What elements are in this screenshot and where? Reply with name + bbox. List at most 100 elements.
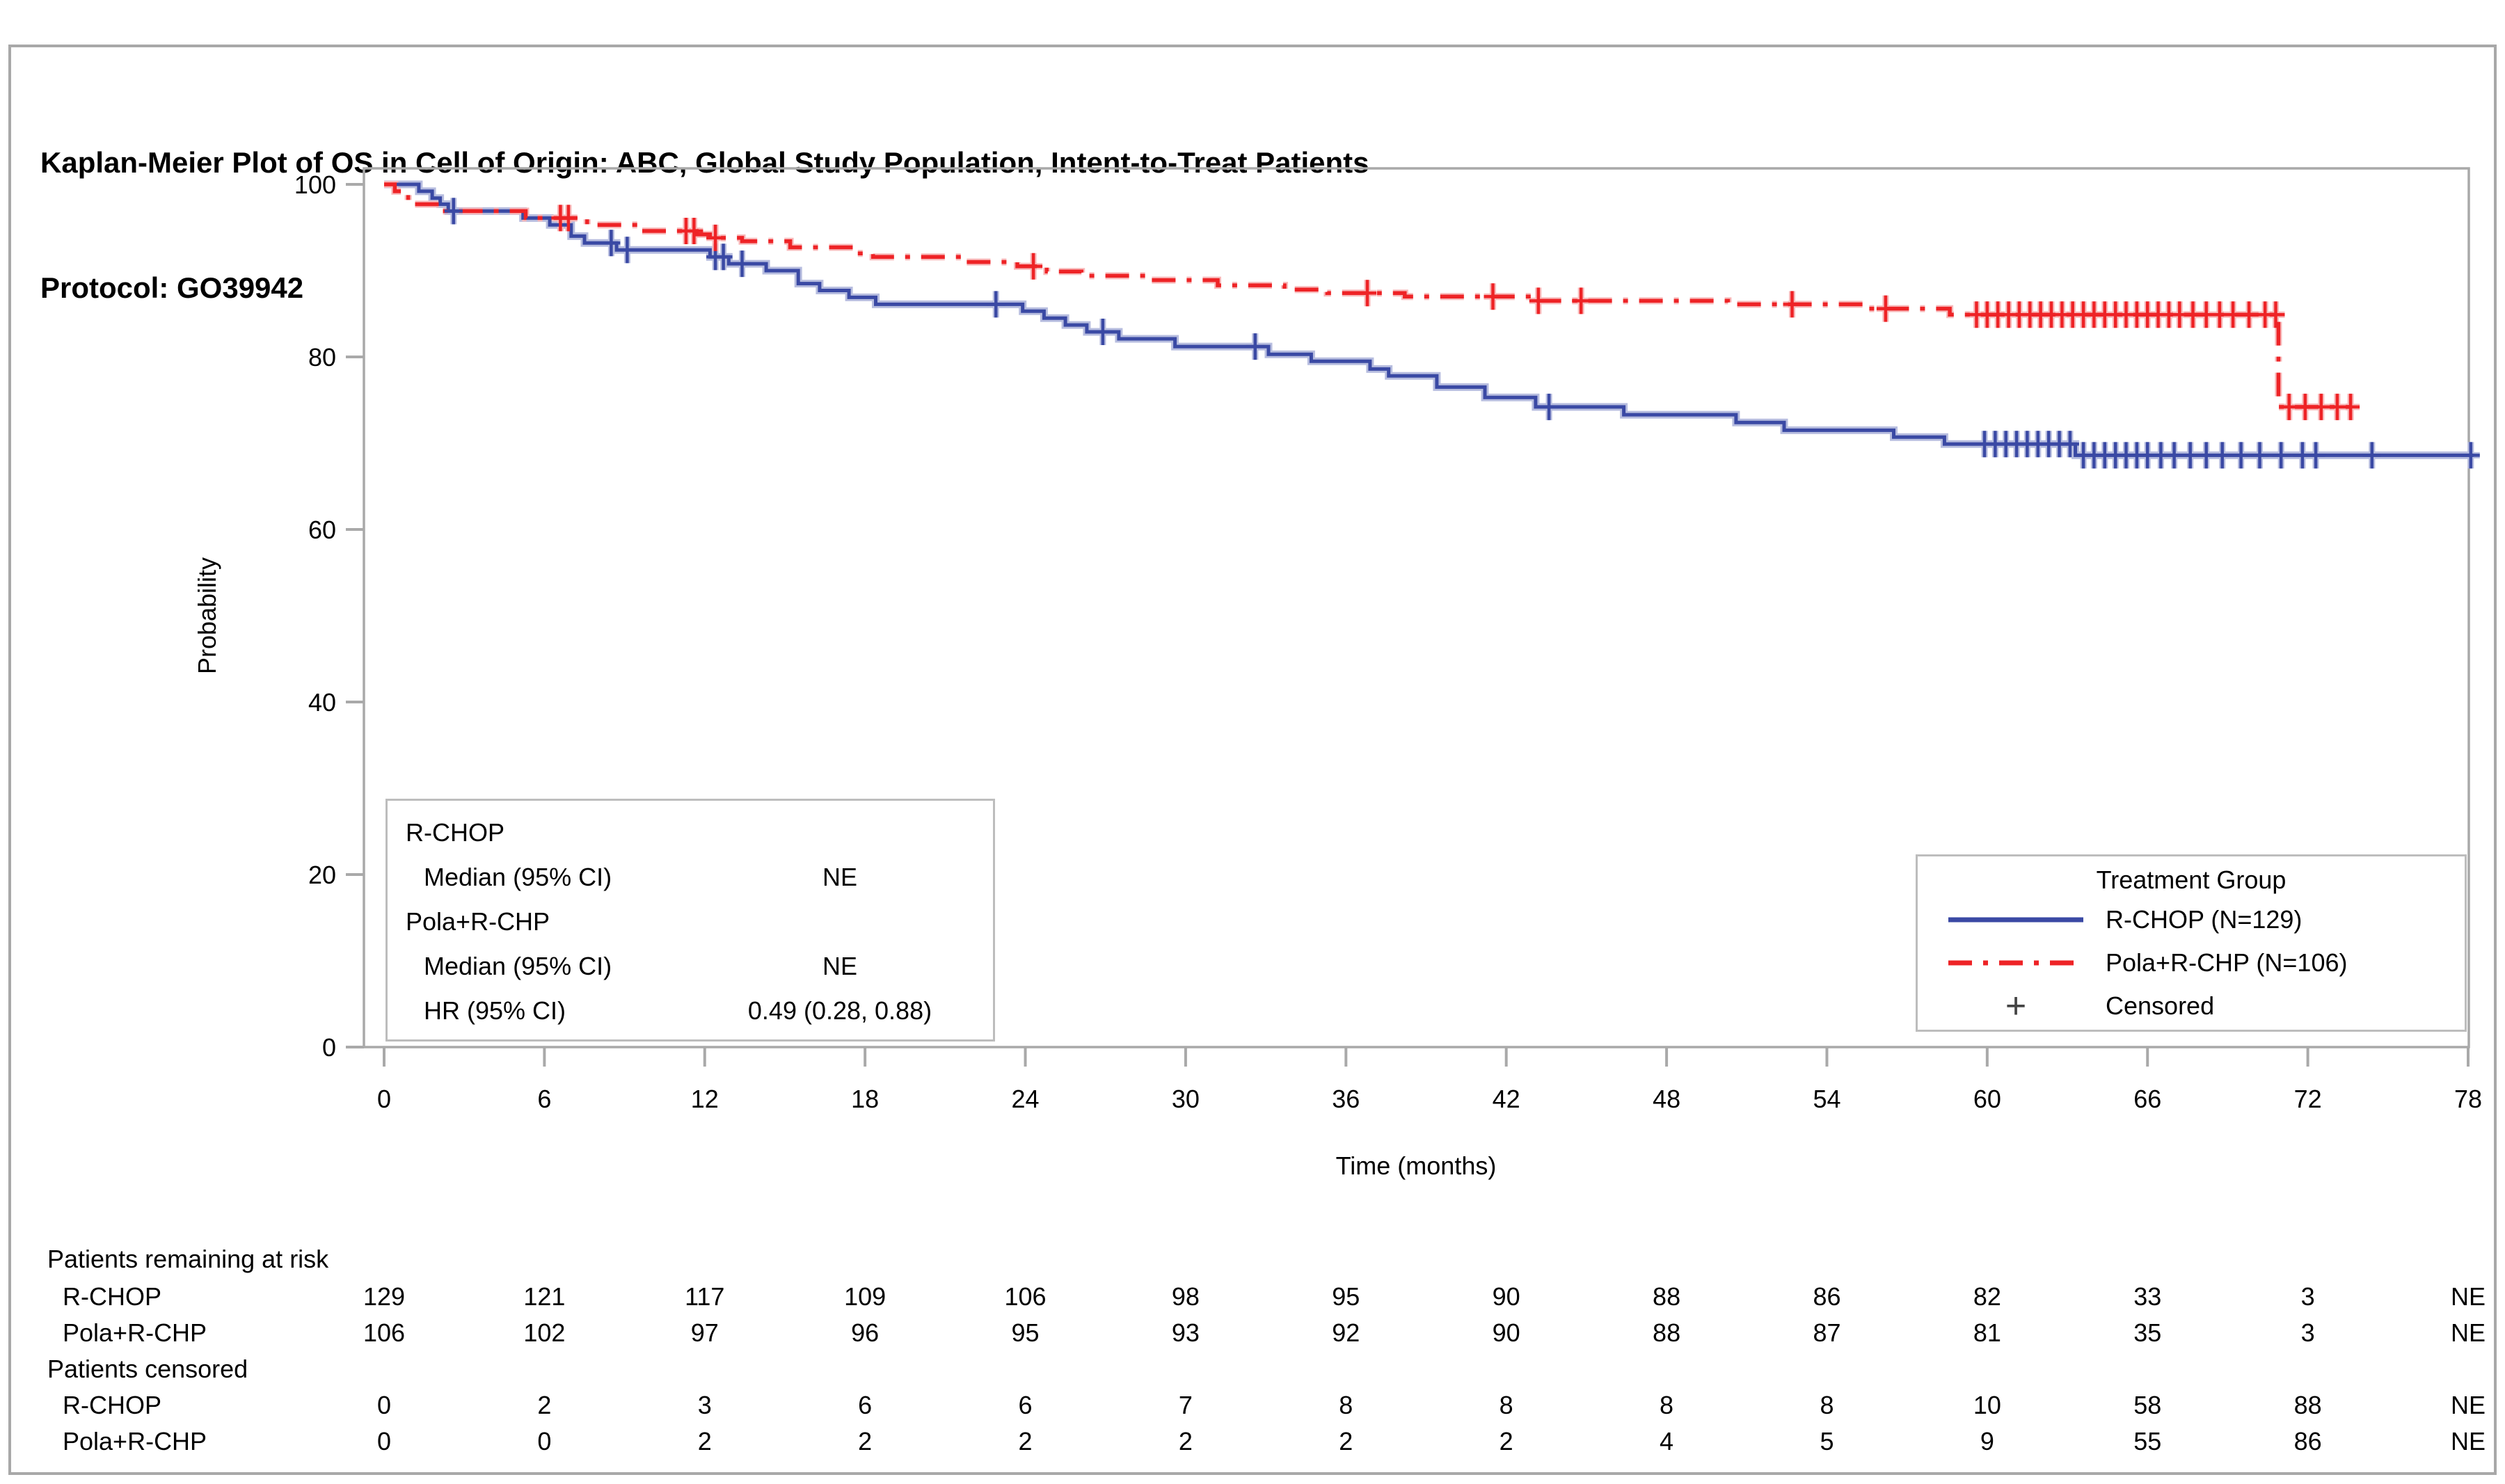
x-tick-label: 66 xyxy=(2133,1085,2161,1113)
risk-row-label-rchop-censored: R-CHOP xyxy=(63,1391,161,1419)
risk-value-pola-at-risk: 93 xyxy=(1172,1318,1200,1347)
x-tick-label: 48 xyxy=(1653,1085,1680,1113)
risk-value-rchop-at-risk: 121 xyxy=(523,1282,565,1311)
risk-value-rchop-at-risk: 109 xyxy=(844,1282,886,1311)
risk-value-rchop-censored: 6 xyxy=(858,1391,872,1419)
censored-plus-icon: + xyxy=(2005,986,2027,1026)
risk-value-pola-censored: 55 xyxy=(2133,1427,2161,1455)
legend: Treatment Group R-CHOP (N=129) Pola+R-CH… xyxy=(1916,854,2467,1032)
risk-table-section-at-risk: Patients remaining at risk xyxy=(47,1245,329,1273)
risk-row-label-rchop-at-risk: R-CHOP xyxy=(63,1282,161,1311)
x-axis-label: Time (months) xyxy=(1336,1151,1497,1180)
x-tick-label: 0 xyxy=(377,1085,391,1113)
statistics-box: R-CHOP Median (95% CI) NE Pola+R-CHP Med… xyxy=(385,799,995,1042)
risk-value-rchop-censored: 7 xyxy=(1179,1391,1193,1419)
rchop-censor-marks xyxy=(444,198,2480,469)
y-tick-label: 80 xyxy=(308,343,336,372)
risk-value-pola-censored: 0 xyxy=(377,1427,391,1455)
risk-value-pola-at-risk: 95 xyxy=(1012,1318,1040,1347)
risk-value-pola-censored: 2 xyxy=(858,1427,872,1455)
risk-row-label-pola-censored: Pola+R-CHP xyxy=(63,1427,207,1455)
stats-group2-label: Pola+R-CHP xyxy=(406,907,550,936)
legend-item-censored: + Censored xyxy=(1918,984,2465,1028)
risk-value-pola-censored: NE xyxy=(2451,1427,2486,1455)
risk-value-pola-censored: 5 xyxy=(1820,1427,1834,1455)
y-tick-label: 40 xyxy=(308,688,336,717)
y-tick-label: 20 xyxy=(308,861,336,889)
pola-line-sample-icon xyxy=(1943,956,2089,970)
title-line-1: Kaplan-Meier Plot of OS in Cell of Origi… xyxy=(40,146,1369,179)
y-tick-label: 100 xyxy=(294,170,336,199)
risk-value-pola-censored: 4 xyxy=(1660,1427,1673,1455)
x-tick-label: 30 xyxy=(1172,1085,1200,1113)
risk-value-rchop-censored: 3 xyxy=(698,1391,712,1419)
risk-value-rchop-at-risk: 98 xyxy=(1172,1282,1200,1311)
risk-value-rchop-censored: 0 xyxy=(377,1391,391,1419)
risk-value-rchop-at-risk: 86 xyxy=(1813,1282,1840,1311)
risk-value-pola-at-risk: 96 xyxy=(851,1318,879,1347)
risk-value-rchop-at-risk: 82 xyxy=(1973,1282,2001,1311)
risk-value-pola-censored: 2 xyxy=(1339,1427,1353,1455)
risk-row-label-pola-at-risk: Pola+R-CHP xyxy=(63,1318,207,1347)
risk-value-pola-at-risk: 88 xyxy=(1653,1318,1680,1347)
risk-value-pola-at-risk: 90 xyxy=(1493,1318,1520,1347)
x-tick-label: 6 xyxy=(537,1085,551,1113)
x-tick-label: 18 xyxy=(851,1085,879,1113)
risk-value-rchop-censored: 8 xyxy=(1660,1391,1673,1419)
risk-value-rchop-at-risk: 129 xyxy=(363,1282,405,1311)
stats-group1-label: R-CHOP xyxy=(406,818,504,847)
legend-title: Treatment Group xyxy=(2096,865,2287,894)
legend-item-pola: Pola+R-CHP (N=106) xyxy=(1918,941,2465,984)
plot-area-border xyxy=(363,167,2470,1048)
stats-hr-value: 0.49 (0.28, 0.88) xyxy=(747,996,932,1025)
risk-value-rchop-censored: 8 xyxy=(1339,1391,1353,1419)
x-tick-label: 24 xyxy=(1012,1085,1040,1113)
risk-value-pola-censored: 2 xyxy=(1179,1427,1193,1455)
risk-value-rchop-at-risk: 95 xyxy=(1332,1282,1360,1311)
risk-value-pola-at-risk: 92 xyxy=(1332,1318,1360,1347)
stats-hr-label: HR (95% CI) xyxy=(424,996,566,1025)
x-tick-label: 78 xyxy=(2454,1085,2482,1113)
legend-label-rchop: R-CHOP (N=129) xyxy=(2106,905,2303,934)
y-tick-label: 0 xyxy=(322,1033,336,1062)
x-tick-label: 12 xyxy=(691,1085,719,1113)
risk-value-rchop-censored: 8 xyxy=(1820,1391,1834,1419)
x-tick-label: 36 xyxy=(1332,1085,1360,1113)
risk-value-pola-censored: 9 xyxy=(1980,1427,1994,1455)
legend-label-censored: Censored xyxy=(2106,991,2215,1020)
risk-value-pola-censored: 2 xyxy=(1019,1427,1033,1455)
title-line-2: Protocol: GO39942 xyxy=(40,271,304,304)
risk-value-pola-at-risk: NE xyxy=(2451,1318,2486,1347)
stats-median2-label: Median (95% CI) xyxy=(424,952,612,980)
risk-table-section-censored: Patients censored xyxy=(47,1355,248,1383)
rchop-curve xyxy=(384,182,2474,457)
x-tick-label: 72 xyxy=(2294,1085,2322,1113)
risk-value-rchop-at-risk: 3 xyxy=(2301,1282,2315,1311)
stats-median1-label: Median (95% CI) xyxy=(424,863,612,891)
x-tick-label: 60 xyxy=(1973,1085,2001,1113)
risk-value-pola-at-risk: 106 xyxy=(363,1318,405,1347)
risk-value-rchop-censored: 58 xyxy=(2133,1391,2161,1419)
risk-value-pola-at-risk: 35 xyxy=(2133,1318,2161,1347)
risk-value-rchop-censored: 10 xyxy=(1973,1391,2001,1419)
risk-value-rchop-at-risk: 90 xyxy=(1493,1282,1520,1311)
risk-value-rchop-at-risk: 88 xyxy=(1653,1282,1680,1311)
risk-value-pola-censored: 2 xyxy=(698,1427,712,1455)
risk-value-rchop-at-risk: 33 xyxy=(2133,1282,2161,1311)
risk-value-rchop-at-risk: 117 xyxy=(685,1282,724,1311)
risk-value-rchop-censored: 2 xyxy=(537,1391,551,1419)
risk-value-rchop-censored: 88 xyxy=(2294,1391,2322,1419)
risk-value-rchop-at-risk: NE xyxy=(2451,1282,2486,1311)
risk-value-rchop-censored: NE xyxy=(2451,1391,2486,1419)
stats-median2-value: NE xyxy=(822,952,857,980)
risk-value-pola-censored: 86 xyxy=(2294,1427,2322,1455)
risk-value-pola-censored: 2 xyxy=(1500,1427,1513,1455)
rchop-line-sample-icon xyxy=(1943,913,2089,927)
risk-value-pola-at-risk: 81 xyxy=(1973,1318,2001,1347)
legend-label-pola: Pola+R-CHP (N=106) xyxy=(2106,948,2348,977)
risk-value-pola-at-risk: 87 xyxy=(1813,1318,1840,1347)
risk-value-pola-at-risk: 97 xyxy=(691,1318,719,1347)
risk-value-pola-at-risk: 102 xyxy=(523,1318,565,1347)
risk-value-rchop-censored: 8 xyxy=(1500,1391,1513,1419)
